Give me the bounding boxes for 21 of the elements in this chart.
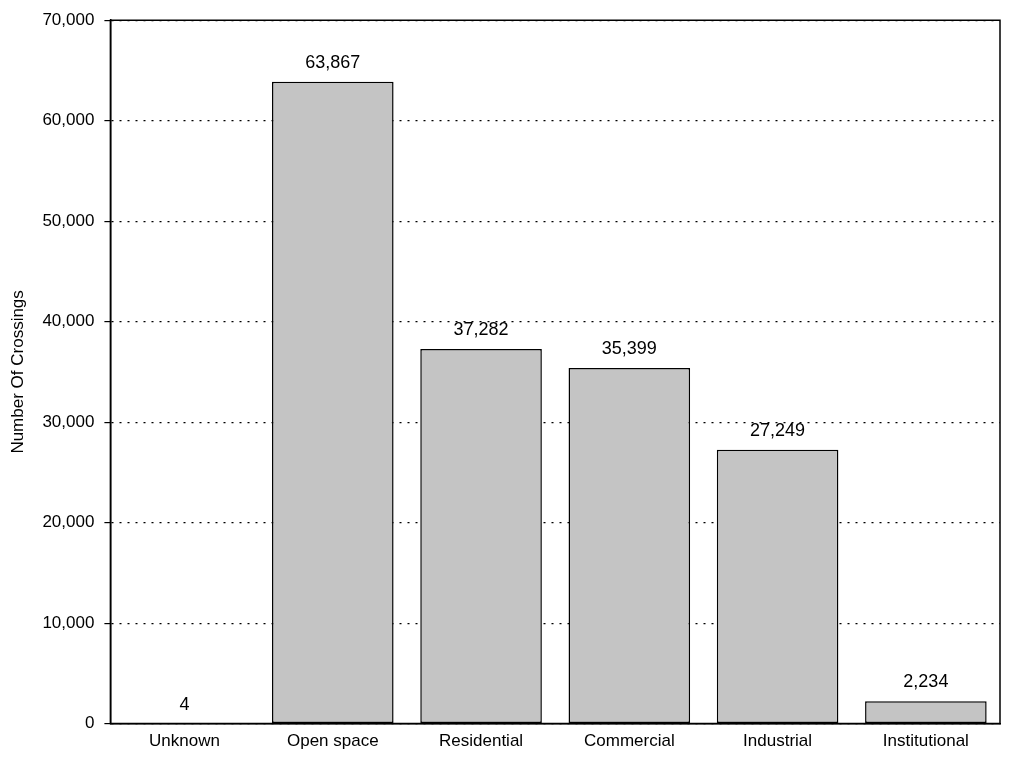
data-label: 63,867 (305, 51, 361, 72)
x-tick-label: Institutional (882, 731, 969, 751)
y-tick-label: 10,000 (42, 612, 95, 632)
y-tick-label: 0 (84, 713, 95, 733)
y-tick-label: 70,000 (42, 9, 95, 29)
x-tick-label: Residential (439, 731, 524, 751)
x-tick-label: Commercial (583, 731, 675, 751)
y-tick-label: 40,000 (42, 311, 95, 331)
data-label: 37,282 (453, 318, 509, 339)
y-axis-title: Number Of Crossings (7, 290, 27, 454)
data-label: 4 (179, 693, 190, 714)
x-tick-label: Unknown (149, 731, 220, 751)
x-tick-label: Open space (286, 731, 379, 751)
y-tick-label: 20,000 (42, 512, 95, 532)
y-tick-label: 30,000 (42, 411, 95, 431)
y-tick-label: 60,000 (42, 110, 95, 130)
y-tick-label: 50,000 (42, 210, 95, 230)
data-label: 27,249 (750, 419, 806, 440)
data-label: 35,399 (601, 337, 657, 358)
x-tick-label: Industrial (743, 731, 813, 751)
data-label: 2,234 (903, 671, 949, 692)
